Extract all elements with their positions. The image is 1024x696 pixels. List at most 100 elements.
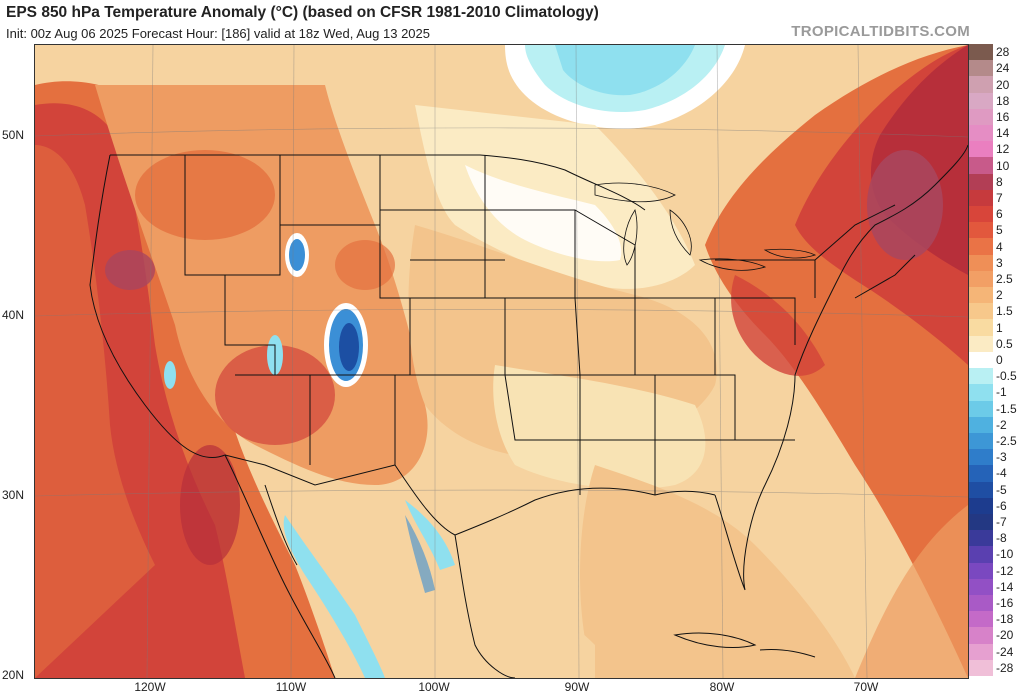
lat-label-20n: 20N bbox=[2, 668, 25, 682]
colorbar-entry: -5 bbox=[969, 481, 1023, 498]
colorbar-entry: 12 bbox=[969, 141, 1023, 158]
colorbar-swatch bbox=[969, 384, 993, 401]
colorbar-label: 7 bbox=[996, 190, 1003, 205]
colorbar-entry: 5 bbox=[969, 222, 1023, 239]
colorbar-entry: 7 bbox=[969, 189, 1023, 207]
colorbar-label: -10 bbox=[996, 547, 1014, 562]
colorbar-entry: 1 bbox=[969, 319, 1023, 336]
colorbar-label: -14 bbox=[996, 579, 1014, 594]
colorbar-swatch bbox=[969, 319, 993, 336]
colorbar-label: -28 bbox=[996, 660, 1014, 675]
lon-label-70w: 70W bbox=[853, 680, 879, 694]
colorbar-swatch bbox=[969, 627, 993, 644]
colorbar-label: 28 bbox=[996, 45, 1010, 60]
lat-label-50n: 50N bbox=[2, 128, 25, 142]
colorbar-swatch bbox=[969, 643, 993, 660]
colorbar-swatch bbox=[969, 270, 993, 288]
colorbar-label: 1 bbox=[996, 320, 1003, 335]
lat-label-40n: 40N bbox=[2, 308, 25, 322]
colorbar-swatch bbox=[969, 157, 993, 174]
lon-label-90w: 90W bbox=[564, 680, 590, 694]
colorbar-entry: -12 bbox=[969, 562, 1023, 579]
colorbar-label: -2.5 bbox=[996, 434, 1017, 449]
colorbar-swatch bbox=[969, 449, 993, 466]
colorbar-entry: 1.5 bbox=[969, 303, 1023, 320]
colorbar-label: -24 bbox=[996, 644, 1014, 659]
colorbar-entry: 2 bbox=[969, 287, 1023, 304]
great-lakes-outline bbox=[594, 182, 817, 271]
colorbar-entry: 28 bbox=[969, 44, 1023, 61]
colorbar-label: 6 bbox=[996, 207, 1003, 222]
graticule bbox=[35, 45, 968, 678]
colorbar-entry: 2.5 bbox=[969, 270, 1023, 288]
colorbar-entry: -7 bbox=[969, 513, 1023, 531]
colorbar-swatch bbox=[969, 206, 993, 223]
colorbar-entry: -8 bbox=[969, 530, 1023, 547]
colorbar-entry: 18 bbox=[969, 92, 1023, 109]
colorbar-entry: 6 bbox=[969, 206, 1023, 223]
colorbar-label: -18 bbox=[996, 612, 1014, 627]
colorbar-swatch bbox=[969, 530, 993, 547]
colorbar-swatch bbox=[969, 189, 993, 207]
lon-label-100w: 100W bbox=[418, 680, 450, 694]
colorbar-swatch bbox=[969, 303, 993, 320]
init-forecast-info: Init: 00z Aug 06 2025 Forecast Hour: [18… bbox=[6, 26, 430, 41]
site-watermark[interactable]: TROPICALTIDBITS.COM bbox=[791, 23, 970, 40]
colorbar-swatch bbox=[969, 335, 993, 352]
colorbar-label: -2 bbox=[996, 417, 1007, 432]
colorbar-label: 12 bbox=[996, 142, 1010, 157]
colorbar-legend: 28 24 20 18 16 14 12 10 8 7 6 5 4 3 2.5 2 1.5 1 0.5 0 -0.5 -1… bbox=[969, 44, 1023, 676]
colorbar-entry: 14 bbox=[969, 125, 1023, 142]
colorbar-label: -20 bbox=[996, 628, 1014, 643]
colorbar-label: -6 bbox=[996, 498, 1007, 513]
colorbar-entry: 4 bbox=[969, 238, 1023, 255]
colorbar-swatch bbox=[969, 60, 993, 77]
anomaly-map[interactable] bbox=[34, 44, 969, 679]
colorbar-label: 0.5 bbox=[996, 336, 1013, 351]
southeast-pale-region bbox=[493, 365, 706, 489]
colorbar-swatch bbox=[969, 481, 993, 498]
colorbar-entry: -2.5 bbox=[969, 432, 1023, 450]
colorbar-swatch bbox=[969, 594, 993, 612]
colorbar-swatch bbox=[969, 351, 993, 369]
colorbar-label: -0.5 bbox=[996, 369, 1017, 384]
colorbar-entry: 20 bbox=[969, 76, 1023, 93]
colorbar-entry: -2 bbox=[969, 416, 1023, 433]
colorbar-entry: -10 bbox=[969, 546, 1023, 563]
colorbar-swatch bbox=[969, 222, 993, 239]
colorbar-label: 2.5 bbox=[996, 271, 1013, 286]
colorbar-entry: -0.5 bbox=[969, 368, 1023, 385]
colorbar-swatch bbox=[969, 238, 993, 255]
lat-label-30n: 30N bbox=[2, 488, 25, 502]
colorbar-entry: -24 bbox=[969, 643, 1023, 660]
colorbar-entry: -28 bbox=[969, 659, 1023, 676]
colorbar-label: 2 bbox=[996, 288, 1003, 303]
cool-strip-mexico bbox=[283, 515, 385, 678]
lon-label-80w: 80W bbox=[709, 680, 735, 694]
colorbar-swatch bbox=[969, 416, 993, 433]
colorbar-swatch bbox=[969, 368, 993, 385]
colorbar-swatch bbox=[969, 432, 993, 450]
colorbar-entry: -1.5 bbox=[969, 400, 1023, 417]
colorbar-swatch bbox=[969, 76, 993, 93]
chart-title: EPS 850 hPa Temperature Anomaly (°C) (ba… bbox=[6, 4, 599, 21]
colorbar-swatch bbox=[969, 465, 993, 482]
colorbar-swatch bbox=[969, 497, 993, 514]
colorbar-label: 16 bbox=[996, 109, 1010, 124]
colorbar-swatch bbox=[969, 546, 993, 563]
lon-label-120w: 120W bbox=[134, 680, 166, 694]
colorbar-swatch bbox=[969, 173, 993, 190]
colorbar-entry: -4 bbox=[969, 465, 1023, 482]
colorbar-entry: 8 bbox=[969, 173, 1023, 190]
colorbar-label: -1 bbox=[996, 385, 1007, 400]
colorbar-entry: -6 bbox=[969, 497, 1023, 514]
colorbar-label: 20 bbox=[996, 77, 1010, 92]
colorbar-swatch bbox=[969, 44, 993, 61]
colorbar-label: -7 bbox=[996, 515, 1007, 530]
colorbar-swatch bbox=[969, 400, 993, 417]
colorbar-swatch bbox=[969, 578, 993, 595]
colorbar-swatch bbox=[969, 562, 993, 579]
gulf-atlantic-region bbox=[580, 465, 855, 678]
colorbar-label: 18 bbox=[996, 93, 1010, 108]
colorbar-swatch bbox=[969, 141, 993, 158]
